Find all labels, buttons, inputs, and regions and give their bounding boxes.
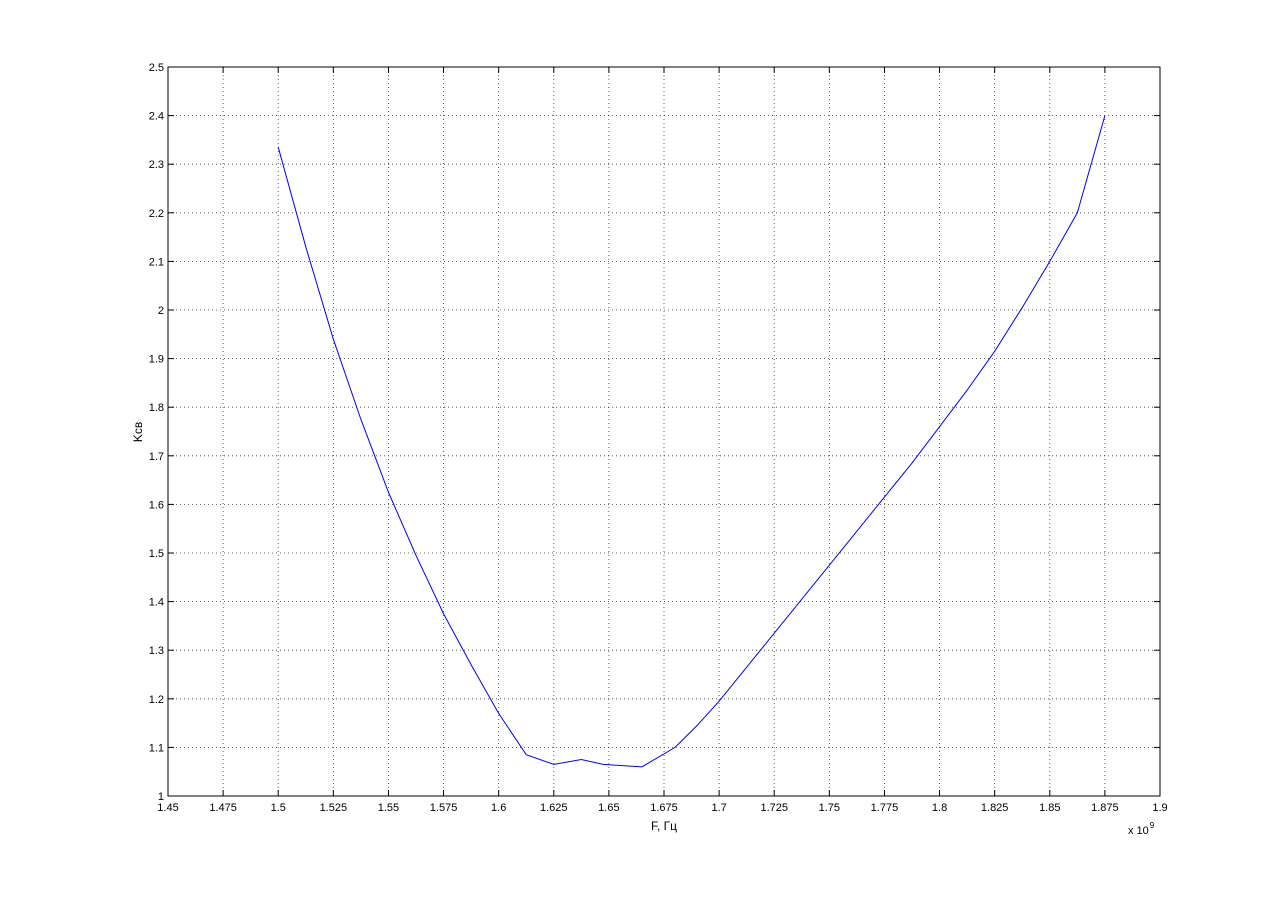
y-tick-label: 1.9 bbox=[149, 354, 164, 366]
x-tick-label: 1.65 bbox=[598, 802, 619, 814]
x-tick-label: 1.9 bbox=[1152, 802, 1167, 814]
x-tick-label: 1.775 bbox=[871, 802, 899, 814]
x-tick-label: 1.7 bbox=[711, 802, 726, 814]
y-tick-label: 1.7 bbox=[149, 451, 164, 463]
y-tick-label: 1.2 bbox=[149, 694, 164, 706]
y-tick-label: 2 bbox=[158, 305, 164, 317]
grid-layer bbox=[168, 67, 1160, 796]
y-tick-label: 2.4 bbox=[149, 111, 164, 123]
y-tick-label: 2.5 bbox=[149, 62, 164, 74]
x-tick-label: 1.75 bbox=[819, 802, 840, 814]
x-tick-label: 1.625 bbox=[540, 802, 568, 814]
x-tick-label: 1.5 bbox=[271, 802, 286, 814]
y-tick-label: 2.3 bbox=[149, 159, 164, 171]
series-layer bbox=[277, 115, 1106, 768]
y-tick-label: 1.4 bbox=[149, 597, 164, 609]
y-tick-labels: 1 1.1 1.2 1.3 1.4 1.5 1.6 1.7 1.8 1.9 2 2.1 2.2 2.3 2.… bbox=[149, 62, 164, 803]
y-tick-label: 1.8 bbox=[149, 402, 164, 414]
x-tick-label: 1.8 bbox=[932, 802, 947, 814]
x-multiplier-label: x 109 bbox=[1128, 821, 1155, 837]
x-tick-label: 1.525 bbox=[320, 802, 348, 814]
x-tick-label: 1.575 bbox=[430, 802, 458, 814]
y-axis-label: Kcв bbox=[131, 422, 145, 442]
x-tick-label: 1.825 bbox=[981, 802, 1009, 814]
y-tick-label: 1.1 bbox=[149, 742, 164, 754]
y-tick-label: 1.5 bbox=[149, 548, 164, 560]
y-tick-label: 2.2 bbox=[149, 208, 164, 220]
x-tick-label: 1.55 bbox=[378, 802, 399, 814]
y-tick-label: 2.1 bbox=[149, 256, 164, 268]
x-tick-label: 1.725 bbox=[760, 802, 788, 814]
x-multiplier-base: x 10 bbox=[1128, 825, 1149, 837]
x-tick-label: 1.675 bbox=[650, 802, 678, 814]
plot-frame bbox=[167, 66, 1161, 797]
y-tick-label: 1 bbox=[158, 791, 164, 803]
x-tick-labels: 1.45 1.475 1.5 1.525 1.55 1.575 1.6 1.625 1.65 1.… bbox=[157, 802, 1167, 814]
y-tick-label: 1.6 bbox=[149, 499, 164, 511]
x-tick-label: 1.85 bbox=[1039, 802, 1060, 814]
series-line bbox=[277, 115, 1106, 768]
x-axis-label: F, Гц bbox=[651, 819, 677, 833]
x-tick-label: 1.475 bbox=[209, 802, 237, 814]
x-tick-label: 1.45 bbox=[157, 802, 178, 814]
y-tick-label: 1.3 bbox=[149, 645, 164, 657]
x-multiplier-exponent: 9 bbox=[1150, 821, 1155, 830]
x-tick-label: 1.6 bbox=[491, 802, 506, 814]
x-tick-label: 1.875 bbox=[1091, 802, 1119, 814]
